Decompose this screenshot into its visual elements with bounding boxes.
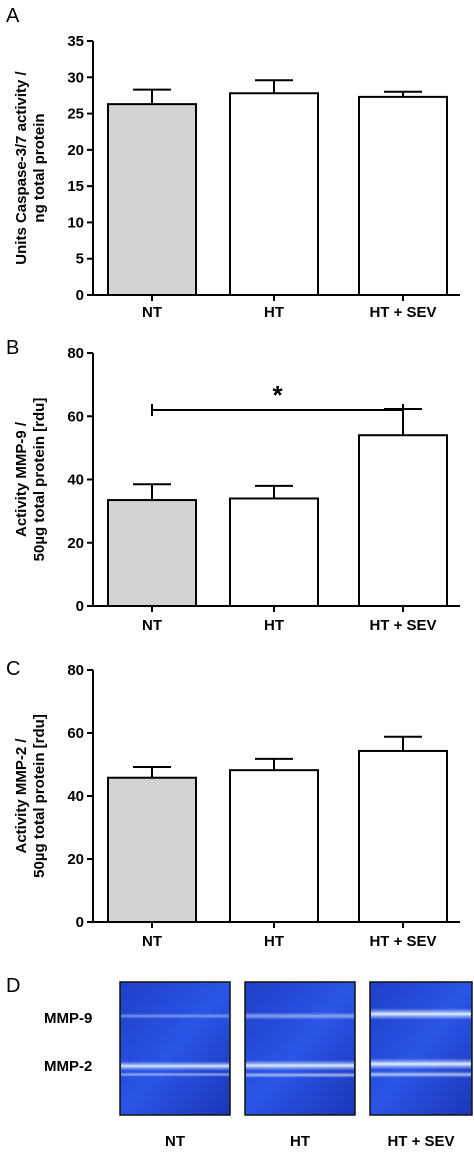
gel-lane-nt [119, 981, 231, 1116]
y-tick-label: 5 [76, 251, 84, 268]
chart-mmp2: 0 20 40 60 80 NT HT HT + SEV Activity MMP-2 /50µ… [13, 662, 460, 950]
y-tick-label: 20 [67, 535, 84, 552]
gel-lane-htsev [369, 981, 473, 1116]
panel-letter-a: A [6, 5, 20, 27]
category-label: NT [142, 933, 162, 950]
bar-ht [229, 92, 319, 296]
gel-lane-ht [244, 981, 356, 1116]
y-tick-label: 40 [67, 472, 84, 489]
panel-letter-b: B [6, 337, 19, 359]
significance-star: * [272, 380, 283, 410]
y-tick-label: 60 [67, 725, 84, 742]
category-label: HT + SEV [369, 617, 436, 634]
category-label: NT [142, 304, 162, 321]
panel-letter-c: C [6, 658, 20, 680]
bar-ht [229, 769, 319, 923]
y-tick-label: 60 [67, 408, 84, 425]
y-tick-label: 80 [67, 662, 84, 679]
chart-mmp9: 0 20 40 60 80 NT HT HT + SEV Activity MMP-9 /50µ… [13, 345, 460, 634]
y-tick-label: 80 [67, 345, 84, 362]
gel-band-label-mmp9: MMP-9 [44, 1010, 92, 1027]
y-axis-label: 50µg total protein [rdu] [31, 714, 48, 878]
bar-ht-sev [358, 434, 448, 607]
bar-nt [107, 103, 197, 296]
y-tick-label: 0 [76, 598, 84, 615]
y-axis-label: ng total protein [31, 113, 48, 222]
gel-lane-label-nt: NT [165, 1133, 185, 1150]
gel-lane-label-htsev: HT + SEV [387, 1133, 454, 1150]
chart-caspase: 0 5 10 15 20 25 30 35 NT HT HT + SEV Units Caspase-… [13, 33, 460, 321]
y-tick-label: 25 [67, 106, 84, 123]
y-tick-label: 0 [76, 914, 84, 931]
gel-zymography: MMP-9 MMP-2 NT HT HT + SEV [44, 981, 473, 1150]
category-label: HT [264, 933, 284, 950]
y-tick-label: 15 [67, 178, 84, 195]
bar-ht [229, 497, 319, 608]
bar-nt [107, 499, 197, 607]
gel-lane-label-ht: HT [290, 1133, 310, 1150]
category-label: HT [264, 617, 284, 634]
y-axis-label: Activity MMP-2 / [13, 738, 30, 854]
bar-ht-sev [358, 749, 448, 924]
y-tick-label: 20 [67, 142, 84, 159]
gel-band-label-mmp2: MMP-2 [44, 1058, 92, 1075]
y-axis-label: Units Caspase-3/7 activity / [13, 70, 30, 264]
category-label: HT [264, 304, 284, 321]
category-label: NT [142, 617, 162, 634]
y-axis-label: 50µg total protein [rdu] [31, 398, 48, 562]
category-label: HT + SEV [369, 933, 436, 950]
y-axis-label: Activity MMP-9 / [13, 421, 30, 537]
y-tick-label: 30 [67, 69, 84, 86]
panel-letter-d: D [6, 975, 20, 997]
y-tick-label: 35 [67, 33, 84, 50]
category-label: HT + SEV [369, 304, 436, 321]
y-tick-label: 0 [76, 287, 84, 304]
bar-ht-sev [358, 95, 448, 296]
y-tick-label: 40 [67, 788, 84, 805]
y-tick-label: 10 [67, 214, 84, 231]
y-tick-label: 20 [67, 851, 84, 868]
bar-nt [107, 776, 197, 923]
